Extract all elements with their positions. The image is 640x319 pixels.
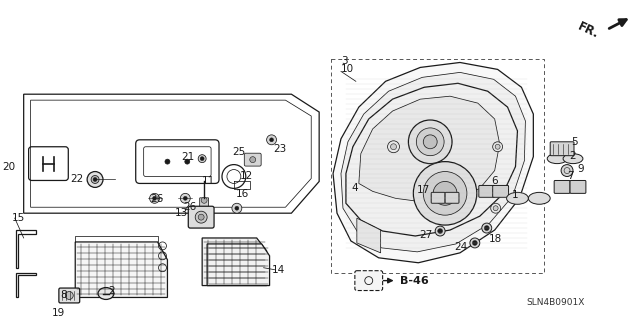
Circle shape [93,177,97,182]
Circle shape [491,203,500,213]
Circle shape [152,196,157,200]
FancyBboxPatch shape [493,185,509,197]
Circle shape [201,197,207,203]
Ellipse shape [563,154,583,164]
Circle shape [183,196,188,200]
Text: SLN4B0901X: SLN4B0901X [526,298,584,307]
Circle shape [433,182,457,205]
Text: 2: 2 [108,286,115,295]
Text: 6: 6 [492,176,499,187]
Text: 24: 24 [454,242,468,252]
Circle shape [423,135,437,149]
Circle shape [417,128,444,156]
Text: 15: 15 [12,213,25,223]
Text: 16: 16 [236,189,249,199]
Circle shape [470,238,480,248]
FancyBboxPatch shape [59,288,80,303]
Text: 10: 10 [341,64,354,74]
Text: 27: 27 [419,230,432,240]
Text: FR.: FR. [575,20,601,41]
Circle shape [91,175,99,183]
Circle shape [413,162,477,225]
Circle shape [435,226,445,236]
Text: 19: 19 [51,308,65,318]
Circle shape [269,138,273,142]
Text: 1: 1 [511,190,518,200]
Ellipse shape [547,154,567,164]
Circle shape [195,211,207,223]
FancyBboxPatch shape [431,192,445,203]
Text: B-46: B-46 [401,276,429,286]
Circle shape [198,214,204,220]
Text: 13: 13 [175,208,188,218]
FancyBboxPatch shape [200,198,209,209]
Text: 21: 21 [181,152,194,162]
Circle shape [472,241,477,245]
Circle shape [65,292,73,300]
Ellipse shape [98,287,114,300]
Circle shape [495,144,500,149]
FancyBboxPatch shape [445,192,459,203]
Circle shape [232,203,242,213]
Text: 3: 3 [341,56,348,66]
Circle shape [198,155,206,163]
Polygon shape [207,244,269,286]
Circle shape [493,206,498,211]
Text: 5: 5 [571,137,578,147]
Polygon shape [359,96,500,202]
Text: 14: 14 [271,265,285,275]
Text: 22: 22 [70,174,83,184]
Circle shape [165,159,170,164]
Ellipse shape [507,192,529,204]
Circle shape [150,193,159,203]
Text: 25: 25 [232,147,246,157]
Polygon shape [341,72,525,252]
Circle shape [235,206,239,210]
FancyBboxPatch shape [244,153,261,166]
Circle shape [185,159,189,164]
Circle shape [408,120,452,164]
Polygon shape [76,242,168,298]
Circle shape [423,172,467,215]
Circle shape [87,172,103,187]
Text: 26: 26 [150,194,164,204]
Circle shape [388,141,399,153]
Text: 8: 8 [60,291,67,300]
Circle shape [561,165,573,176]
Text: 26: 26 [183,202,196,212]
Text: 7: 7 [567,172,573,182]
Circle shape [482,223,492,233]
Circle shape [484,226,489,231]
FancyBboxPatch shape [554,181,570,193]
Text: 11: 11 [202,176,216,187]
FancyBboxPatch shape [188,206,214,228]
Circle shape [390,144,397,150]
Circle shape [200,157,204,161]
Text: 4: 4 [351,183,358,193]
Polygon shape [357,218,381,253]
Bar [331,60,544,273]
Polygon shape [202,238,267,286]
Text: 2: 2 [569,151,575,161]
FancyBboxPatch shape [550,142,574,156]
Circle shape [250,157,256,163]
Circle shape [180,193,190,203]
Text: 23: 23 [273,144,287,154]
Circle shape [438,228,443,234]
Text: 17: 17 [417,185,430,195]
FancyBboxPatch shape [479,185,495,197]
Circle shape [267,135,276,145]
Polygon shape [333,63,533,263]
Text: 20: 20 [3,162,16,172]
Text: 18: 18 [489,234,502,244]
FancyBboxPatch shape [355,271,383,291]
Text: 12: 12 [240,172,253,182]
Text: 9: 9 [577,164,584,174]
Ellipse shape [529,192,550,204]
FancyBboxPatch shape [570,181,586,193]
Circle shape [493,142,502,152]
